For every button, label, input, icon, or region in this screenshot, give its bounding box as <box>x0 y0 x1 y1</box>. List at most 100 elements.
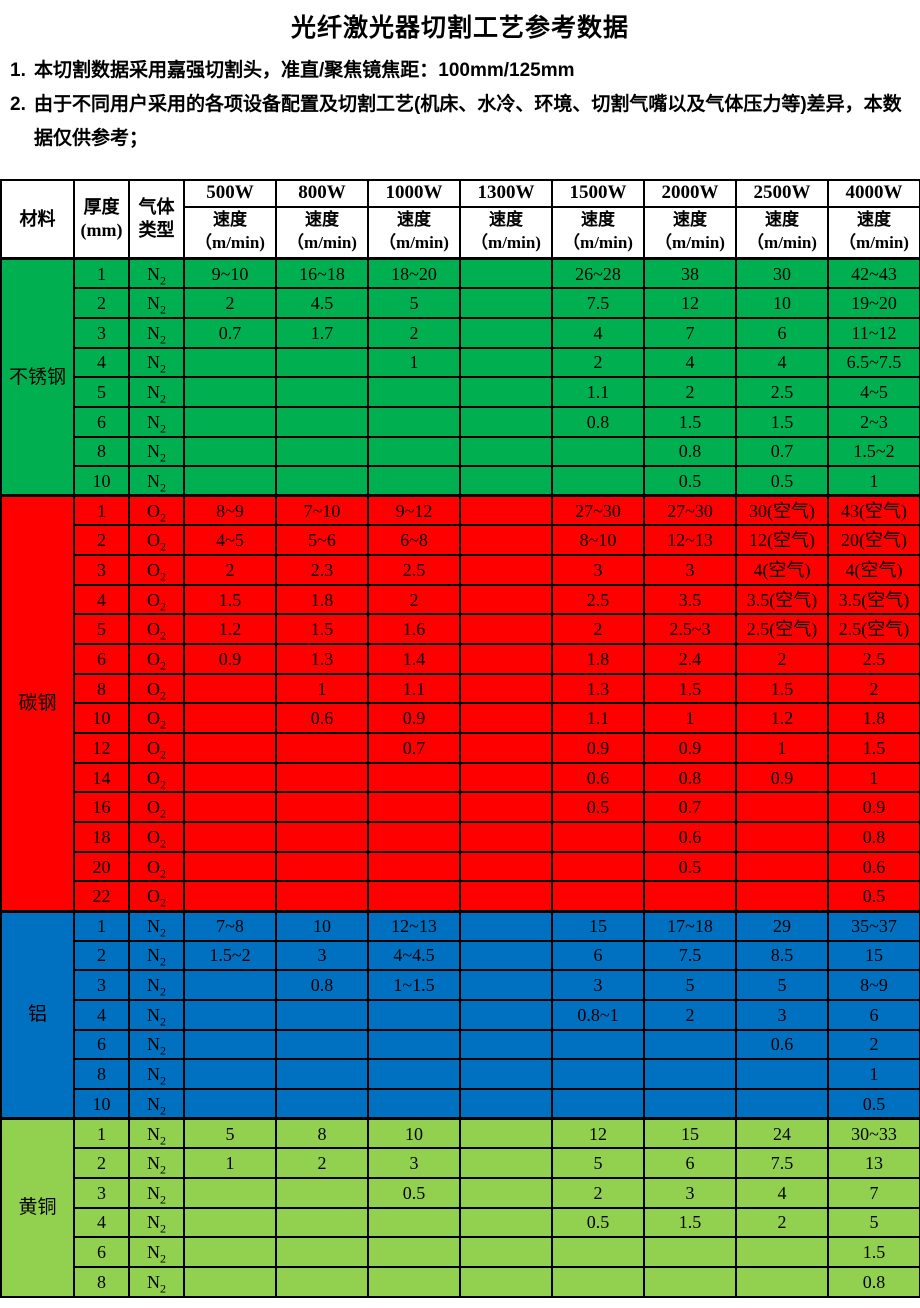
speed-cell: 1.3 <box>551 672 645 705</box>
speed-cell <box>183 880 277 912</box>
thickness-cell: 5 <box>73 613 130 646</box>
speed-cell: 1.5~2 <box>827 435 920 468</box>
table-row: 22 O2 0.5 <box>1 880 920 912</box>
speed-label-line1: 速度 <box>397 210 431 230</box>
gas-cell: O2 <box>128 702 185 735</box>
note-1-text: 本切割数据采用嘉强切割头，准直/聚焦镜焦距：100mm/125mm <box>34 60 575 81</box>
speed-cell: 10 <box>367 1117 461 1150</box>
speed-cell <box>183 346 277 379</box>
speed-cell <box>367 465 461 497</box>
speed-cell: 43(空气) <box>827 494 920 527</box>
speed-cell: 1 <box>827 761 920 794</box>
speed-cell: 3 <box>735 998 829 1031</box>
gas-cell: N2 <box>128 257 185 290</box>
speed-cell <box>183 465 277 497</box>
speed-cell: 0.6 <box>735 1028 829 1061</box>
gas-cell: N2 <box>128 287 185 319</box>
gas-subscript: 2 <box>160 955 166 970</box>
speed-cell <box>459 524 553 557</box>
speed-cell <box>735 880 829 912</box>
table-row: 3 N2 0.5 2 3 4 7 <box>1 1176 920 1209</box>
header-speed-1500w: 速度 （m/min) <box>551 205 645 260</box>
speed-cell <box>459 1206 553 1239</box>
speed-cell: 8~9 <box>827 969 920 1001</box>
table-row: 4 N2 0.5 1.5 2 5 <box>1 1206 920 1239</box>
speed-cell: 29 <box>735 909 829 942</box>
gas-subscript: 2 <box>160 332 166 347</box>
gas-cell: N2 <box>128 1176 185 1209</box>
speed-cell: 3 <box>551 969 645 1001</box>
gas-cell: N2 <box>128 998 185 1031</box>
gas-cell: N2 <box>128 1236 185 1268</box>
thickness-cell: 8 <box>73 672 130 705</box>
speed-cell: 1.1 <box>367 672 461 705</box>
speed-cell <box>275 880 369 912</box>
speed-cell: 1.5 <box>183 583 277 616</box>
gas-cell: N2 <box>128 346 185 379</box>
speed-cell: 1 <box>827 1058 920 1090</box>
thickness-cell: 10 <box>73 1087 130 1120</box>
speed-cell: 2.5~3 <box>643 613 737 646</box>
gas-subscript: 2 <box>160 1251 166 1266</box>
header-speed-1000w: 速度 （m/min) <box>367 205 461 260</box>
speed-cell: 1.1 <box>551 376 645 408</box>
speed-cell: 0.6 <box>643 821 737 853</box>
speed-cell <box>551 1087 645 1120</box>
gas-cell: N2 <box>128 435 185 468</box>
speed-cell: 1.3 <box>275 643 369 675</box>
speed-cell: 19~20 <box>827 287 920 319</box>
table-row: 碳钢 1 O2 8~9 7~10 9~12 27~30 27~30 30(空气) 43(空气) <box>0 494 920 913</box>
thickness-cell: 1 <box>73 494 130 527</box>
speed-cell: 7.5 <box>735 1147 829 1179</box>
gas-subscript: 2 <box>160 658 166 673</box>
header-speed-2000w: 速度 （m/min) <box>643 205 737 260</box>
speed-cell: 0.5 <box>735 465 829 497</box>
gas-subscript: 2 <box>160 747 166 762</box>
speed-cell: 26~28 <box>551 257 645 290</box>
speed-cell <box>183 1265 277 1298</box>
table-row: 4 O2 1.5 1.8 2 2.5 3.5 3.5(空气) 3.5(空气) <box>1 583 920 616</box>
speed-cell: 8~9 <box>183 494 277 527</box>
speed-cell: 42~43 <box>827 257 920 290</box>
speed-cell <box>459 702 553 735</box>
speed-cell <box>183 672 277 705</box>
speed-label-line1: 速度 <box>213 210 247 230</box>
speed-label-line1: 速度 <box>857 210 891 230</box>
speed-label-line1: 速度 <box>581 210 615 230</box>
speed-cell: 1 <box>735 732 829 764</box>
speed-cell: 0.9 <box>827 791 920 824</box>
table-row: 2 O2 4~5 5~6 6~8 8~10 12~13 12(空气) 20(空气) <box>1 524 920 557</box>
thickness-cell: 3 <box>73 554 130 586</box>
gas-subscript: 2 <box>160 421 166 436</box>
speed-cell: 0.9 <box>551 732 645 764</box>
speed-cell <box>183 1087 277 1120</box>
speed-cell <box>551 1058 645 1090</box>
gas-cell: N2 <box>128 1147 185 1179</box>
speed-cell <box>643 1087 737 1120</box>
speed-cell <box>367 850 461 883</box>
speed-cell <box>275 465 369 497</box>
speed-cell: 3.5(空气) <box>827 583 920 616</box>
speed-cell: 2 <box>367 583 461 616</box>
speed-cell <box>459 939 553 972</box>
note-2-number: 2. <box>10 94 26 116</box>
note-2-text: 由于不同用户采用的各项设备配置及切割工艺(机床、水冷、环境、切割气嘴以及气体压力… <box>34 94 902 150</box>
speed-cell: 24 <box>735 1117 829 1150</box>
table-row: 6 N2 0.6 2 <box>1 1028 920 1061</box>
gas-subscript: 2 <box>160 806 166 821</box>
page-title: 光纤激光器切割工艺参考数据 <box>290 14 629 42</box>
speed-cell: 0.8 <box>643 435 737 468</box>
speed-cell: 4 <box>643 346 737 379</box>
table-row: 8 N2 1 <box>1 1058 920 1090</box>
thickness-cell: 2 <box>73 524 130 557</box>
speed-cell <box>735 1265 829 1298</box>
speed-label-line2: （m/min) <box>563 233 633 253</box>
speed-cell: 2.5(空气) <box>827 613 920 646</box>
speed-cell: 1.5 <box>275 613 369 646</box>
speed-cell: 0.8 <box>827 821 920 853</box>
gas-subscript: 2 <box>160 1281 166 1296</box>
table-row: 5 N2 1.1 2 2.5 4~5 <box>1 376 920 408</box>
thickness-cell: 16 <box>73 791 130 824</box>
speed-cell: 0.5 <box>551 1206 645 1239</box>
speed-cell <box>183 702 277 735</box>
